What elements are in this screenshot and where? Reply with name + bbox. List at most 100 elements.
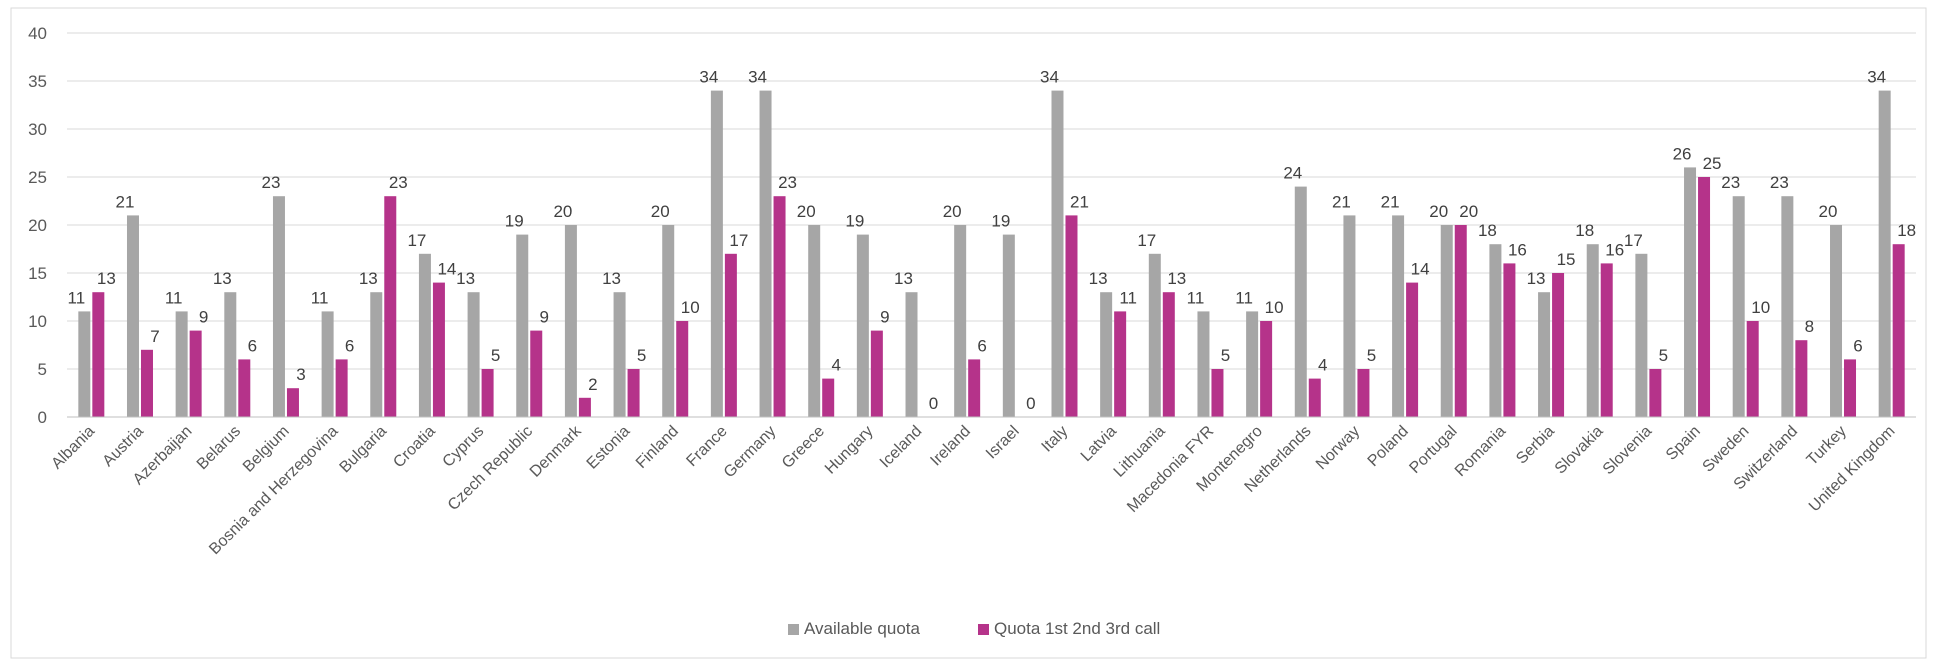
bar-available-quota-serbia xyxy=(1538,292,1551,417)
data-label-quota-calls-france: 17 xyxy=(729,231,748,250)
bar-quota-calls-albania xyxy=(92,292,105,417)
bar-quota-calls-belgium xyxy=(286,388,299,417)
bar-quota-calls-denmark xyxy=(578,397,591,417)
bar-available-quota-norway xyxy=(1343,215,1356,417)
data-label-available-quota-austria: 21 xyxy=(116,192,135,211)
data-label-quota-calls-romania: 16 xyxy=(1508,240,1527,259)
bar-quota-calls-serbia xyxy=(1552,273,1565,417)
bar-quota-calls-azerbaijan xyxy=(189,330,202,417)
data-label-available-quota-romania: 18 xyxy=(1478,221,1497,240)
bar-quota-calls-slovakia xyxy=(1600,263,1613,417)
data-label-quota-calls-slovenia: 5 xyxy=(1659,346,1668,365)
bar-quota-calls-italy xyxy=(1065,215,1078,417)
y-tick-label: 5 xyxy=(38,360,47,379)
data-label-quota-calls-latvia: 11 xyxy=(1119,288,1137,307)
bar-available-quota-sweden xyxy=(1732,196,1745,417)
bar-available-quota-italy xyxy=(1051,90,1064,417)
bar-available-quota-belgium xyxy=(272,196,285,417)
data-label-available-quota-portugal: 20 xyxy=(1429,202,1448,221)
bar-available-quota-france xyxy=(710,90,723,417)
bar-quota-calls-lithuania xyxy=(1162,292,1175,417)
data-label-available-quota-bosnia-and-herzegovina: 11 xyxy=(311,288,329,307)
bar-quota-calls-cyprus xyxy=(481,369,494,417)
bar-available-quota-montenegro xyxy=(1246,311,1259,417)
data-label-quota-calls-bosnia-and-herzegovina: 6 xyxy=(345,336,354,355)
bar-quota-calls-hungary xyxy=(870,330,883,417)
bar-available-quota-ireland xyxy=(954,225,967,417)
data-label-available-quota-spain: 26 xyxy=(1673,144,1692,163)
bar-quota-calls-estonia xyxy=(627,369,640,417)
data-label-quota-calls-italy: 21 xyxy=(1070,192,1089,211)
bar-quota-calls-sweden xyxy=(1746,321,1759,417)
data-label-available-quota-turkey: 20 xyxy=(1819,202,1838,221)
legend: Available quota Quota 1st 2nd 3rd call xyxy=(788,619,1160,638)
bar-quota-calls-portugal xyxy=(1454,225,1467,417)
bar-quota-calls-romania xyxy=(1503,263,1516,417)
bar-available-quota-slovakia xyxy=(1586,244,1599,417)
bar-available-quota-spain xyxy=(1684,167,1697,417)
data-label-available-quota-estonia: 13 xyxy=(602,269,621,288)
data-label-available-quota-slovenia: 17 xyxy=(1624,231,1643,250)
data-labels: 1113217119136233116132317141351992021352… xyxy=(68,68,1917,413)
data-label-quota-calls-bulgaria: 23 xyxy=(389,173,408,192)
bar-available-quota-romania xyxy=(1489,244,1502,417)
bar-available-quota-portugal xyxy=(1440,225,1453,417)
bar-quota-calls-bosnia-and-herzegovina xyxy=(335,359,348,417)
data-label-available-quota-czech-republic: 19 xyxy=(505,212,524,231)
bar-quota-calls-latvia xyxy=(1114,311,1127,417)
bar-quota-calls-ireland xyxy=(968,359,981,417)
bar-available-quota-denmark xyxy=(564,225,577,417)
bar-quota-calls-spain xyxy=(1698,177,1711,417)
y-tick-label: 25 xyxy=(28,168,47,187)
bar-quota-calls-bulgaria xyxy=(384,196,397,417)
data-label-quota-calls-portugal: 20 xyxy=(1459,202,1478,221)
data-label-available-quota-netherlands: 24 xyxy=(1283,164,1302,183)
data-label-quota-calls-turkey: 6 xyxy=(1853,336,1862,355)
bar-quota-calls-croatia xyxy=(432,282,445,417)
data-label-available-quota-iceland: 13 xyxy=(894,269,913,288)
bar-available-quota-macedonia-fyr xyxy=(1197,311,1210,417)
data-label-available-quota-montenegro: 11 xyxy=(1235,288,1253,307)
bar-quota-calls-norway xyxy=(1357,369,1370,417)
bar-available-quota-austria xyxy=(126,215,139,417)
data-label-quota-calls-united-kingdom: 18 xyxy=(1897,221,1916,240)
data-label-available-quota-norway: 21 xyxy=(1332,192,1351,211)
bar-available-quota-iceland xyxy=(905,292,918,417)
bar-available-quota-poland xyxy=(1392,215,1405,417)
data-label-quota-calls-czech-republic: 9 xyxy=(540,308,549,327)
bar-available-quota-bulgaria xyxy=(370,292,383,417)
data-label-available-quota-belarus: 13 xyxy=(213,269,232,288)
bar-quota-calls-poland xyxy=(1406,282,1419,417)
data-label-available-quota-hungary: 19 xyxy=(845,212,864,231)
data-label-quota-calls-iceland: 0 xyxy=(929,394,938,413)
data-label-available-quota-azerbaijan: 11 xyxy=(165,288,183,307)
data-label-quota-calls-albania: 13 xyxy=(97,269,116,288)
bar-available-quota-cyprus xyxy=(467,292,480,417)
data-label-available-quota-switzerland: 23 xyxy=(1770,173,1789,192)
bar-quota-calls-belarus xyxy=(238,359,251,417)
bar-quota-calls-switzerland xyxy=(1795,340,1808,417)
data-label-quota-calls-israel: 0 xyxy=(1026,394,1035,413)
bar-quota-calls-germany xyxy=(773,196,786,417)
data-label-quota-calls-greece: 4 xyxy=(831,356,840,375)
data-label-quota-calls-slovakia: 16 xyxy=(1605,240,1624,259)
bar-quota-calls-montenegro xyxy=(1260,321,1273,417)
data-label-quota-calls-switzerland: 8 xyxy=(1805,317,1814,336)
legend-swatch-quota-calls xyxy=(978,624,989,635)
data-label-quota-calls-finland: 10 xyxy=(681,298,700,317)
bar-available-quota-croatia xyxy=(418,253,431,417)
legend-swatch-available-quota xyxy=(788,624,799,635)
data-label-quota-calls-norway: 5 xyxy=(1367,346,1376,365)
y-tick-label: 15 xyxy=(28,264,47,283)
data-label-quota-calls-poland: 14 xyxy=(1411,260,1430,279)
bar-quota-calls-turkey xyxy=(1844,359,1857,417)
y-tick-label: 35 xyxy=(28,72,47,91)
data-label-available-quota-israel: 19 xyxy=(991,212,1010,231)
data-label-quota-calls-macedonia-fyr: 5 xyxy=(1221,346,1230,365)
bar-available-quota-slovenia xyxy=(1635,253,1648,417)
data-label-quota-calls-ireland: 6 xyxy=(977,336,986,355)
bar-quota-calls-greece xyxy=(822,378,835,417)
data-label-quota-calls-croatia: 14 xyxy=(437,260,456,279)
